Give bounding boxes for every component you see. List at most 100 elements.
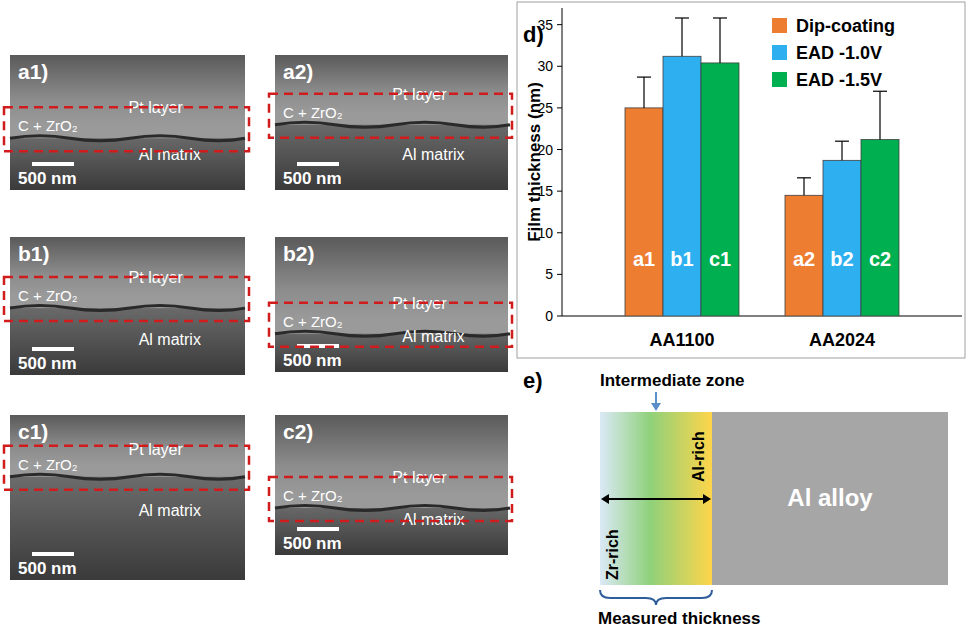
- y-tick: [557, 274, 562, 275]
- panel-label: c2): [283, 420, 313, 443]
- highlight-box: [4, 277, 249, 321]
- scale-label: 500 nm: [283, 169, 342, 188]
- highlight-box: [269, 477, 512, 521]
- legend-label: EAD -1.5V: [796, 70, 882, 90]
- legend-label: EAD -1.0V: [796, 43, 882, 63]
- scale-bar: [32, 552, 74, 556]
- error-line: [803, 178, 804, 195]
- bar-label: c1: [709, 248, 731, 270]
- chart-border: [517, 2, 965, 358]
- layer-label: Al matrix: [139, 146, 201, 163]
- highlight-box: [269, 303, 512, 347]
- y-tick: [557, 191, 562, 192]
- y-tick: [557, 316, 562, 317]
- panel-label: a1): [18, 60, 48, 83]
- interface-line: [275, 506, 510, 511]
- y-axis: [562, 8, 563, 316]
- arrow-head: [601, 494, 609, 504]
- al-matrix: [10, 129, 245, 190]
- panel-label: b2): [283, 242, 315, 265]
- panel-label: a2): [283, 60, 313, 83]
- film-label: C + ZrO₂: [283, 487, 343, 504]
- arrow-head: [703, 494, 711, 504]
- x-tick-label: AA2024: [809, 330, 875, 350]
- al-matrix: [10, 468, 245, 580]
- zone-end-label: Zr-rich: [604, 529, 621, 580]
- caption: Measured thickness: [598, 609, 761, 628]
- error-bar: [873, 91, 887, 139]
- error-bar: [835, 141, 849, 160]
- layer-label: Al matrix: [402, 146, 464, 163]
- error-cap: [835, 141, 849, 142]
- substrate-label: Al alloy: [787, 484, 873, 511]
- film-label: C + ZrO₂: [18, 117, 78, 134]
- layer-label: Al matrix: [139, 331, 201, 348]
- scale-label: 500 nm: [283, 351, 342, 370]
- y-tick: [557, 66, 562, 67]
- bar-label: b1: [670, 248, 693, 270]
- substrate: [712, 412, 948, 585]
- bar-label: a2: [793, 248, 815, 270]
- scale-bar: [32, 162, 74, 166]
- pt-layer: [275, 237, 508, 325]
- y-tick-label: 5: [545, 266, 553, 282]
- highlight-box: [4, 107, 249, 151]
- brace: [600, 590, 712, 605]
- scale-label: 500 nm: [18, 354, 77, 373]
- highlight-box: [269, 94, 512, 138]
- layer-label: Pt layer: [129, 441, 184, 458]
- error-cap: [675, 17, 689, 18]
- error-cap: [873, 91, 887, 92]
- sem-panel: c2)Pt layerC + ZrO₂Al matrix500 nm: [269, 415, 512, 555]
- scale-label: 500 nm: [18, 169, 77, 188]
- error-line: [879, 91, 880, 139]
- error-line: [643, 77, 644, 108]
- bar: [625, 108, 663, 316]
- legend-swatch: [772, 72, 787, 87]
- error-cap: [637, 76, 651, 77]
- layer-label: Al matrix: [402, 511, 464, 528]
- error-bar: [713, 18, 727, 63]
- al-matrix: [10, 299, 245, 375]
- bar: [861, 140, 899, 316]
- arrow-head: [651, 403, 661, 411]
- layer-label: Al matrix: [402, 328, 464, 345]
- panel-label: b1): [18, 242, 50, 265]
- zone-end-label: Al-rich: [690, 431, 707, 482]
- error-bar: [675, 18, 689, 56]
- legend-swatch: [772, 18, 787, 33]
- sem-panel: b2)Pt layerC + ZrO₂Al matrix500 nm: [269, 237, 512, 372]
- y-tick: [557, 24, 562, 25]
- film-label: C + ZrO₂: [283, 313, 343, 330]
- legend: Dip-coating EAD -1.0V EAD -1.5V: [772, 16, 895, 90]
- gradient-zone: [600, 412, 712, 585]
- interface-line: [10, 474, 245, 479]
- sem-panel: a2)Pt layerC + ZrO₂Al matrix500 nm: [269, 55, 512, 190]
- y-tick: [557, 107, 562, 108]
- panel-label: e): [523, 368, 543, 393]
- error-cap: [713, 17, 727, 18]
- y-tick-label: 30: [537, 58, 553, 74]
- error-line: [719, 18, 720, 63]
- layer-label: Al matrix: [139, 502, 201, 519]
- interface-line: [275, 331, 510, 336]
- bar: [785, 195, 823, 316]
- film-label: C + ZrO₂: [283, 104, 343, 121]
- error-bar: [797, 178, 811, 195]
- bar: [701, 63, 739, 316]
- film-label: C + ZrO₂: [18, 287, 78, 304]
- x-tick-label: AA1100: [649, 330, 714, 350]
- bar: [663, 56, 701, 316]
- bar-label: b2: [830, 248, 853, 270]
- highlight-box: [4, 446, 249, 490]
- panel-label: c1): [18, 420, 48, 443]
- error-cap: [797, 177, 811, 178]
- sem-panel: a1)Pt layerC + ZrO₂Al matrix500 nm: [4, 55, 249, 190]
- bar-texts: a1b1c1a2b2c2: [633, 248, 891, 270]
- scale-bar: [297, 162, 339, 166]
- zone-label: Intermediate zone: [600, 371, 745, 390]
- legend-label: Dip-coating: [796, 16, 895, 36]
- scale-bar: [297, 527, 339, 531]
- bars: [625, 18, 899, 316]
- sem-panel: c1)Pt layerC + ZrO₂Al matrix500 nm: [4, 415, 249, 580]
